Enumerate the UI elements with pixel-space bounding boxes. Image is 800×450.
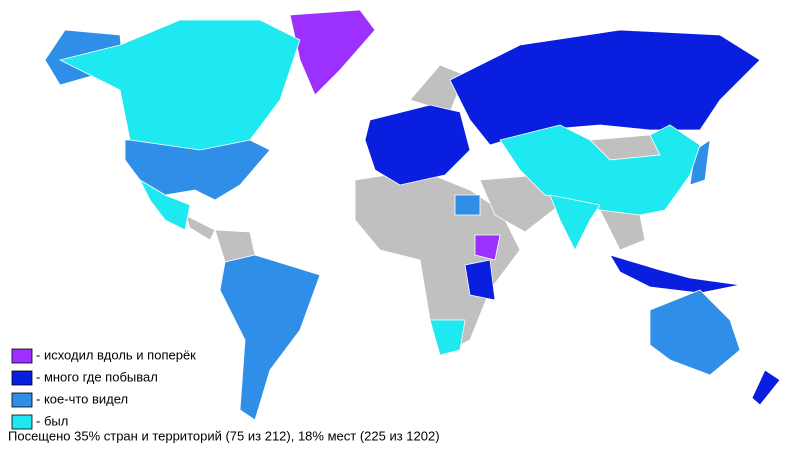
- southeast-asia: [599, 209, 646, 251]
- caption: Посещено 35% стран и территорий (75 из 2…: [8, 428, 440, 443]
- legend-label: - был: [36, 413, 68, 428]
- legend-label: - кое-что видел: [36, 391, 128, 406]
- europe: [364, 104, 471, 186]
- mexico: [139, 178, 191, 231]
- russia: [449, 29, 761, 146]
- visited-countries: [44, 9, 781, 421]
- indonesia: [609, 254, 741, 294]
- central-america: [184, 214, 216, 241]
- legend-label: - исходил вдоль и поперёк: [36, 347, 196, 362]
- south-africa: [429, 319, 466, 356]
- legend-swatch: [11, 348, 33, 364]
- legend-label: - много где побывал: [36, 369, 158, 384]
- africa: [354, 169, 521, 356]
- legend: - исходил вдоль и поперёк - много где поб…: [11, 347, 196, 430]
- gray-land: [184, 64, 661, 356]
- legend-swatch: [11, 414, 33, 430]
- india: [549, 194, 601, 251]
- new-zealand: [751, 369, 781, 406]
- ethiopia: [474, 234, 501, 261]
- greenland: [289, 9, 376, 96]
- east-africa: [464, 259, 496, 301]
- australia: [649, 289, 741, 376]
- egypt: [454, 194, 481, 216]
- usa: [124, 139, 271, 201]
- legend-swatch: [11, 370, 33, 386]
- south-america: [219, 254, 321, 421]
- legend-swatch: [11, 392, 33, 408]
- canada: [58, 19, 301, 151]
